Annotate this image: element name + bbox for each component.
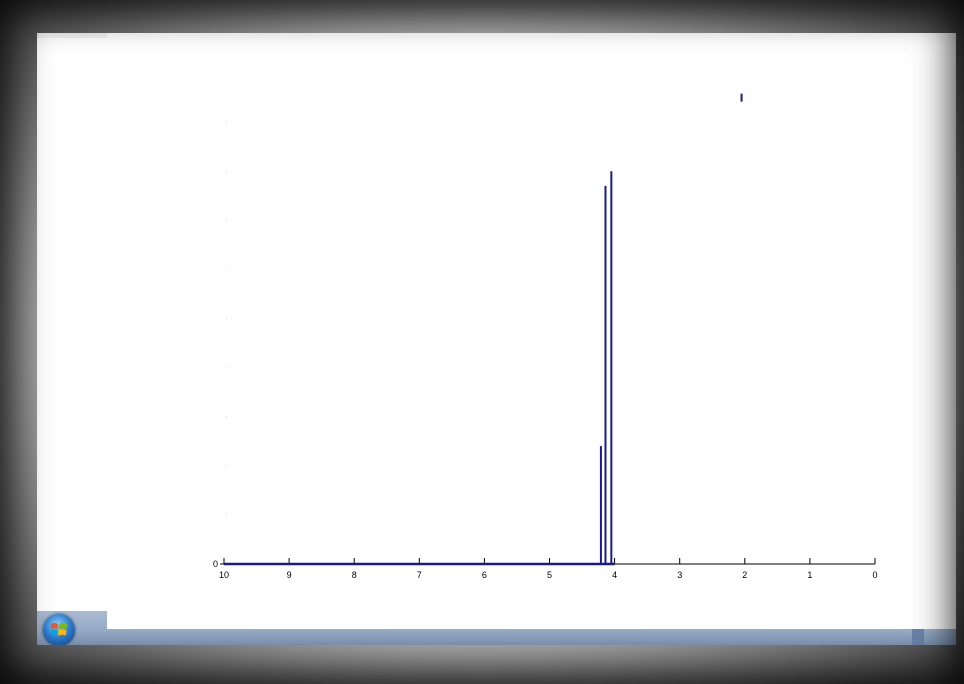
x-tick-label: 8 <box>352 570 357 580</box>
desktop-screen: 10 9 8 7 6 5 4 3 2 1 0 0 <box>37 33 956 645</box>
left-margin <box>37 33 107 607</box>
x-tick-label: 9 <box>287 570 292 580</box>
x-tick-label: 10 <box>219 570 229 580</box>
x-tick-label: 6 <box>482 570 487 580</box>
y-axis-faint-ticks <box>226 121 227 516</box>
taskbar-spacer <box>107 607 956 629</box>
x-tick-label: 0 <box>872 570 877 580</box>
x-axis: 10 9 8 7 6 5 4 3 2 1 00 <box>213 558 878 580</box>
top-notch <box>37 33 107 38</box>
x-tick-label: 7 <box>417 570 422 580</box>
x-tick-label: 1 <box>807 570 812 580</box>
x-tick-label: 4 <box>612 570 617 580</box>
x-tick-label: 3 <box>677 570 682 580</box>
taskbar <box>37 629 956 645</box>
x-tick-label: 5 <box>547 570 552 580</box>
y-tick-label: 0 <box>213 559 218 569</box>
x-tick-label: 2 <box>742 570 747 580</box>
tray-button[interactable] <box>912 629 924 645</box>
start-orb-icon[interactable] <box>43 614 75 645</box>
spectrum-series <box>224 93 743 566</box>
windows-logo-icon <box>50 623 67 636</box>
nmr-spectrum-chart: 10 9 8 7 6 5 4 3 2 1 00 <box>213 93 878 580</box>
